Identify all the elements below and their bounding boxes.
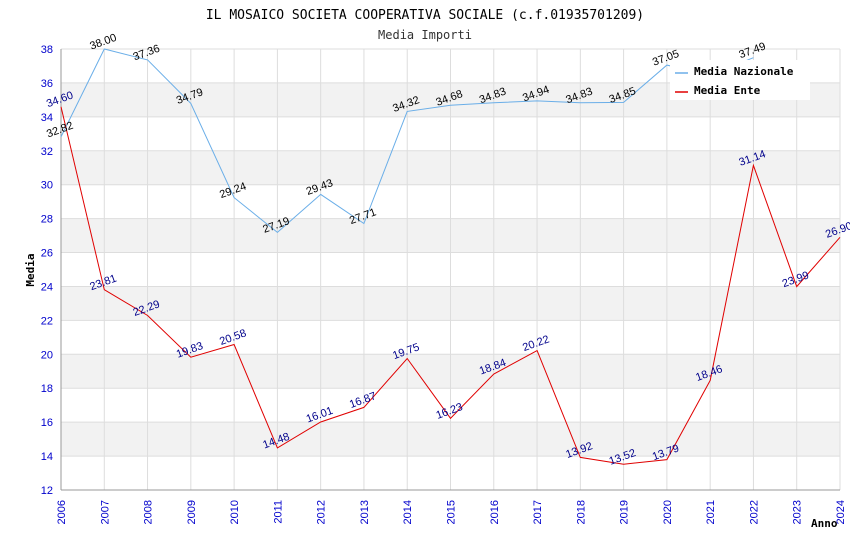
x-tick-label: 2012 bbox=[316, 500, 328, 524]
x-tick-label: 2014 bbox=[402, 500, 414, 524]
y-tick-label: 28 bbox=[41, 214, 53, 226]
legend: Media Nazionale Media Ente bbox=[670, 60, 810, 100]
x-tick-label: 2019 bbox=[619, 500, 631, 524]
x-tick-label: 2024 bbox=[835, 500, 847, 524]
x-tick-label: 2022 bbox=[748, 500, 760, 524]
x-tick-label: 2008 bbox=[143, 500, 155, 524]
x-tick-label: 2021 bbox=[705, 500, 717, 524]
y-tick-label: 12 bbox=[41, 485, 53, 497]
chart-subtitle: Media Importi bbox=[378, 28, 472, 42]
y-axis-label: Media bbox=[24, 253, 37, 286]
y-tick-label: 18 bbox=[41, 383, 53, 395]
x-tick-label: 2020 bbox=[662, 500, 674, 524]
x-axis-ticks: 2006 2007 2008 2009 2010 2011 2012 2013 2014 2015… bbox=[56, 500, 847, 524]
y-tick-label: 22 bbox=[41, 315, 53, 327]
y-tick-label: 24 bbox=[41, 281, 53, 293]
y-tick-label: 26 bbox=[41, 248, 53, 260]
x-tick-label: 2007 bbox=[99, 500, 111, 524]
legend-box bbox=[670, 60, 810, 100]
legend-label-nazionale: Media Nazionale bbox=[694, 65, 794, 78]
x-tick-label: 2017 bbox=[532, 500, 544, 524]
x-tick-label: 2011 bbox=[272, 500, 284, 524]
y-axis-ticks: 12 14 16 18 20 22 24 26 28 30 32 34 36 38 bbox=[41, 44, 53, 497]
chart-title: IL MOSAICO SOCIETA COOPERATIVA SOCIALE (… bbox=[206, 8, 644, 23]
x-tick-label: 2013 bbox=[359, 500, 371, 524]
x-tick-label: 2018 bbox=[575, 500, 587, 524]
y-tick-label: 20 bbox=[41, 349, 53, 361]
series-line-ente bbox=[60, 106, 841, 465]
x-axis-label: Anno bbox=[811, 517, 838, 530]
x-tick-label: 2010 bbox=[229, 500, 241, 524]
y-tick-label: 14 bbox=[41, 451, 53, 463]
x-tick-label: 2009 bbox=[186, 500, 198, 524]
y-tick-label: 34 bbox=[41, 112, 53, 124]
series-lines bbox=[60, 48, 841, 465]
y-tick-label: 38 bbox=[41, 44, 53, 56]
x-tick-label: 2016 bbox=[489, 500, 501, 524]
legend-label-ente: Media Ente bbox=[694, 84, 761, 97]
data-label-ente: 16.23 bbox=[434, 401, 464, 422]
x-tick-label: 2015 bbox=[446, 500, 458, 524]
series-line-nazionale bbox=[60, 48, 754, 234]
y-tick-label: 16 bbox=[41, 417, 53, 429]
gridlines bbox=[60, 48, 841, 491]
x-tick-label: 2006 bbox=[56, 500, 68, 524]
y-tick-label: 30 bbox=[41, 180, 53, 192]
y-tick-label: 36 bbox=[41, 78, 53, 90]
x-tick-label: 2023 bbox=[792, 500, 804, 524]
y-tick-label: 32 bbox=[41, 146, 53, 158]
data-label-nazionale: 37.36 bbox=[132, 43, 162, 64]
